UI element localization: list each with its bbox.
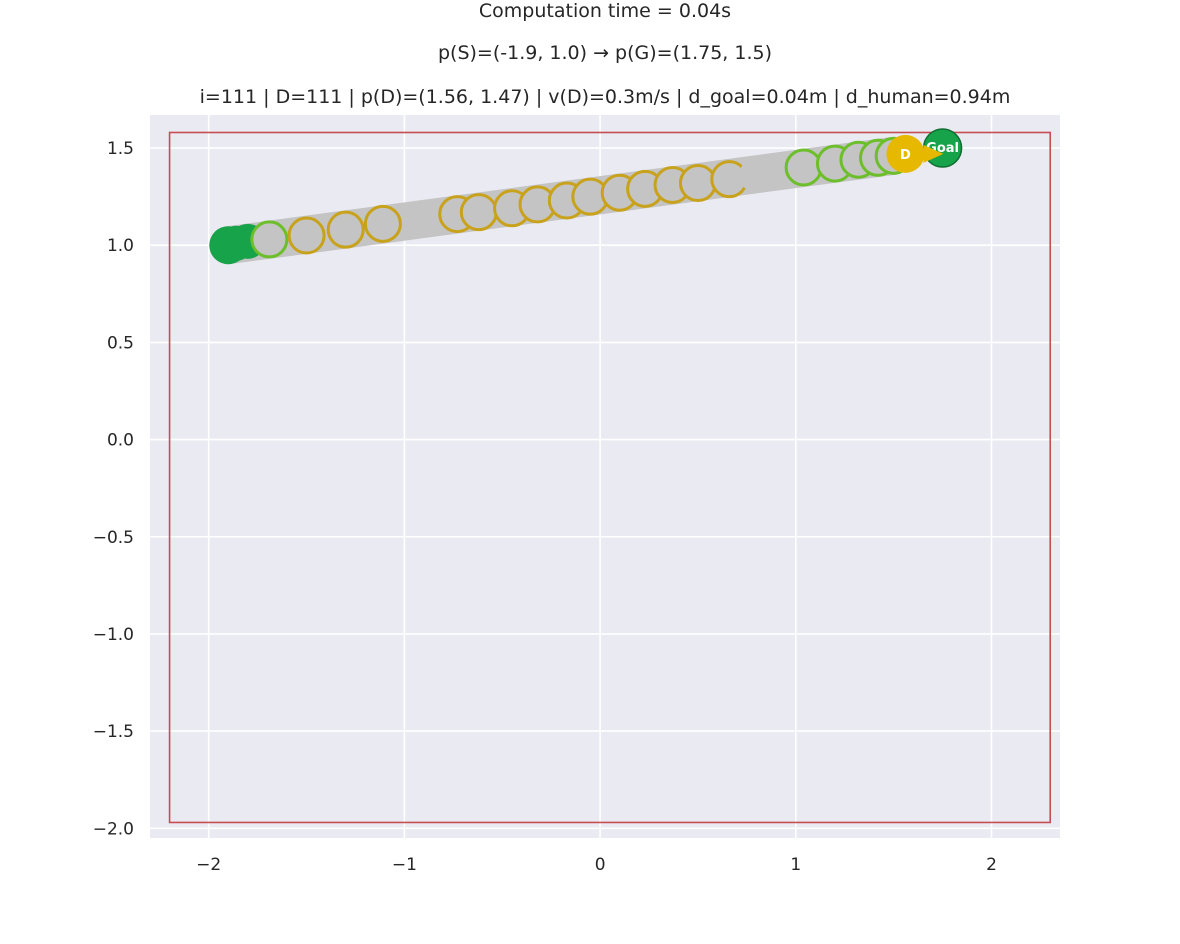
chart-title-status: i=111 | D=111 | p(D)=(1.56, 1.47) | v(D)…	[199, 86, 1011, 108]
trail-point-5	[363, 204, 402, 243]
chart-title-start-goal: p(S)=(-1.9, 1.0) → p(G)=(1.75, 1.5)	[437, 42, 772, 64]
trail-point-4	[326, 210, 365, 249]
trail-point-6	[402, 202, 438, 238]
trail-point-3	[287, 216, 326, 255]
x-tick-label-4: 2	[986, 855, 997, 875]
chart-title-computation-time: Computation time = 0.04s	[478, 0, 732, 22]
x-axis-ticks: −2 −1 0 1 2	[196, 855, 997, 875]
x-tick-label-2: 0	[595, 855, 606, 875]
drone-label: D	[900, 148, 911, 163]
y-tick-label-0: 1.5	[107, 139, 134, 159]
y-tick-label-1: 1.0	[107, 236, 134, 256]
y-tick-label-6: −1.5	[93, 722, 134, 742]
drone-marker	[886, 134, 925, 173]
trail-point-2	[250, 220, 289, 259]
y-tick-label-3: 0.0	[107, 431, 134, 451]
x-tick-label-3: 1	[790, 855, 801, 875]
x-tick-label-1: −1	[392, 855, 417, 875]
y-tick-label-7: −2.0	[93, 819, 134, 839]
trajectory-trail	[209, 136, 913, 265]
trail-point-8	[459, 193, 498, 232]
boundary-layer	[168, 131, 1052, 824]
boundary-rectangle	[168, 131, 1052, 824]
trail-point-19	[784, 148, 823, 187]
y-tick-label-2: 0.5	[107, 333, 134, 353]
y-axis-ticks: 1.5 1.0 0.5 0.0 −0.5 −1.0 −1.5 −2.0	[93, 139, 134, 839]
x-tick-label-0: −2	[196, 855, 221, 875]
y-tick-label-5: −1.0	[93, 625, 134, 645]
y-tick-label-4: −0.5	[93, 528, 134, 548]
trail-point-16	[678, 164, 717, 203]
trail-point-18	[739, 157, 775, 193]
drone-heading-arrow	[923, 144, 944, 163]
